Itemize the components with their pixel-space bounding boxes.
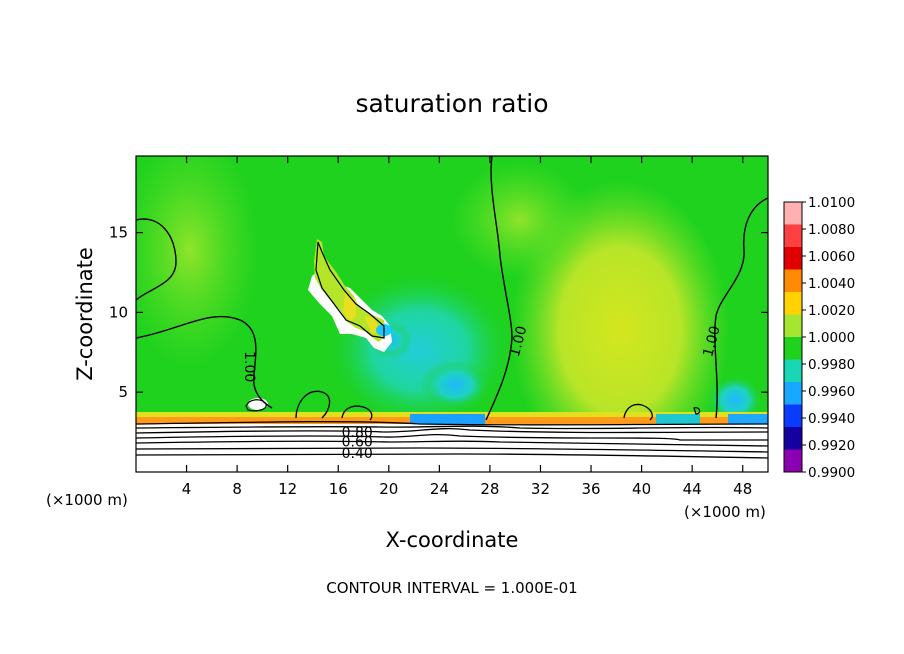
colorbar-label-8: 0.9940 — [808, 411, 855, 427]
contour-labels: 1.00 1.00 1.00 0.800.600.40 — [241, 324, 724, 462]
cool-region-patch-1 — [420, 360, 490, 410]
y-axis-ticks: 5 10 15 — [109, 224, 768, 401]
x-tick-label-1: 8 — [232, 480, 242, 498]
contour-line-small-1 — [295, 390, 331, 419]
contour-line-left — [136, 218, 177, 301]
plot-frame — [135, 155, 769, 473]
colorbar-label-1: 1.0080 — [808, 222, 855, 238]
x-tick-label-10: 44 — [683, 480, 702, 498]
x-tick-label-11: 48 — [733, 480, 752, 498]
colorbar-label-10: 0.9900 — [808, 465, 855, 481]
colorbar-label-6: 0.9980 — [808, 357, 855, 373]
chart-title: saturation ratio — [355, 89, 548, 118]
cloud-patch-small — [364, 316, 380, 334]
colorbar-swatch-10 — [784, 427, 802, 450]
colorbar-swatch-0 — [784, 202, 802, 225]
colorbar-label-2: 1.0060 — [808, 249, 855, 265]
contour-line-left-lower — [136, 315, 273, 409]
x-tick-label-8: 36 — [581, 480, 600, 498]
colorbar-label-0: 1.0100 — [808, 195, 855, 211]
colorbar-swatch-3 — [784, 269, 802, 292]
contour-line-cloud — [315, 241, 385, 339]
surface-cool-strip-1 — [410, 414, 485, 424]
x-tick-label-0: 4 — [182, 480, 192, 498]
contour-line-center — [485, 156, 513, 421]
surface-cool-strip-3 — [728, 414, 768, 424]
contour-label-0: 1.00 — [241, 351, 257, 382]
y-tick-label-1: 10 — [109, 303, 128, 321]
contour-line-small-3 — [623, 403, 653, 421]
colorbar-swatch-9 — [784, 404, 802, 427]
colorbar-swatch-8 — [784, 382, 802, 405]
surface-contours — [136, 421, 768, 459]
warm-region-top — [450, 160, 590, 280]
y-tick-label-2: 15 — [109, 224, 128, 242]
colorbar: 1.0100 1.0080 1.0060 1.0040 1.0020 1.0000 0.99… — [783, 195, 855, 481]
contour-label-4: 0.60 — [342, 435, 373, 451]
x-tick-label-2: 12 — [278, 480, 297, 498]
x-tick-label-4: 20 — [379, 480, 398, 498]
colorbar-label-7: 0.9960 — [808, 384, 855, 400]
colorbar-swatch-11 — [784, 449, 802, 472]
colorbar-label-3: 1.0040 — [808, 276, 855, 292]
x-tick-label-3: 16 — [329, 480, 348, 498]
colorbar-swatch-5 — [784, 314, 802, 337]
contour-line-small-2 — [341, 405, 373, 421]
x-axis-ticks: 4 8 12 16 20 24 28 32 36 40 44 48 — [182, 156, 752, 498]
x-axis-title: X-coordinate — [386, 528, 519, 552]
contour-line-right — [714, 197, 768, 419]
colorbar-label-5: 1.0000 — [808, 330, 855, 346]
x-tick-label-5: 24 — [430, 480, 449, 498]
cloud-core — [314, 239, 386, 342]
colorbar-label-4: 1.0020 — [808, 303, 855, 319]
contour-line-small-5 — [245, 399, 267, 412]
colorbar-label-9: 0.9920 — [808, 438, 855, 454]
colorbar-swatch-6 — [784, 337, 802, 360]
contour-line-small-4 — [693, 407, 701, 415]
contour-label-5: 0.40 — [342, 446, 373, 462]
colorbar-swatch-4 — [784, 292, 802, 315]
x-tick-label-6: 28 — [480, 480, 499, 498]
x-unit-label: (×1000 m) — [684, 503, 766, 521]
surface-cool-strip-2 — [656, 414, 700, 424]
y-tick-label-0: 5 — [118, 383, 128, 401]
x-tick-label-9: 40 — [632, 480, 651, 498]
z-unit-label: (×1000 m) — [46, 491, 128, 509]
warm-region-left — [136, 156, 260, 370]
colorbar-swatch-1 — [784, 224, 802, 247]
x-tick-label-7: 32 — [531, 480, 550, 498]
plot-area — [136, 156, 768, 472]
contour-label-1: 1.00 — [507, 324, 531, 358]
colorbar-swatch-2 — [784, 247, 802, 270]
contour-interval-label: CONTOUR INTERVAL = 1.000E-01 — [326, 579, 577, 597]
y-axis-title: Z-coordinate — [73, 247, 97, 381]
contour-label-3: 0.80 — [342, 425, 373, 441]
contour-label-2: 1.00 — [700, 324, 724, 358]
colorbar-swatch-7 — [784, 359, 802, 382]
